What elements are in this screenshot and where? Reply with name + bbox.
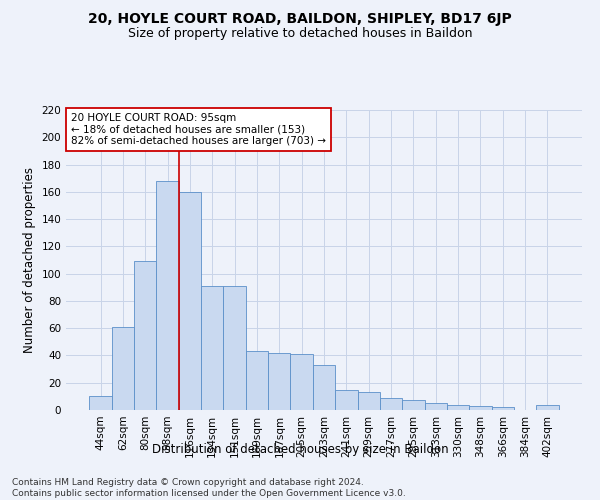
Bar [425,403,447,410]
Y-axis label: Number of detached properties: Number of detached properties [23,167,36,353]
Bar [469,406,491,410]
Bar [313,365,335,410]
Text: 20 HOYLE COURT ROAD: 95sqm
← 18% of detached houses are smaller (153)
82% of sem: 20 HOYLE COURT ROAD: 95sqm ← 18% of deta… [71,113,326,146]
Bar [134,262,157,410]
Bar [157,181,179,410]
Text: Contains HM Land Registry data © Crown copyright and database right 2024.
Contai: Contains HM Land Registry data © Crown c… [12,478,406,498]
Bar [223,286,246,410]
Bar [402,400,425,410]
Bar [358,392,380,410]
Bar [179,192,201,410]
Bar [335,390,358,410]
Text: 20, HOYLE COURT ROAD, BAILDON, SHIPLEY, BD17 6JP: 20, HOYLE COURT ROAD, BAILDON, SHIPLEY, … [88,12,512,26]
Bar [447,404,469,410]
Bar [112,327,134,410]
Bar [89,396,112,410]
Text: Distribution of detached houses by size in Baildon: Distribution of detached houses by size … [152,442,448,456]
Text: Size of property relative to detached houses in Baildon: Size of property relative to detached ho… [128,28,472,40]
Bar [290,354,313,410]
Bar [380,398,402,410]
Bar [201,286,223,410]
Bar [246,352,268,410]
Bar [491,408,514,410]
Bar [268,352,290,410]
Bar [536,404,559,410]
